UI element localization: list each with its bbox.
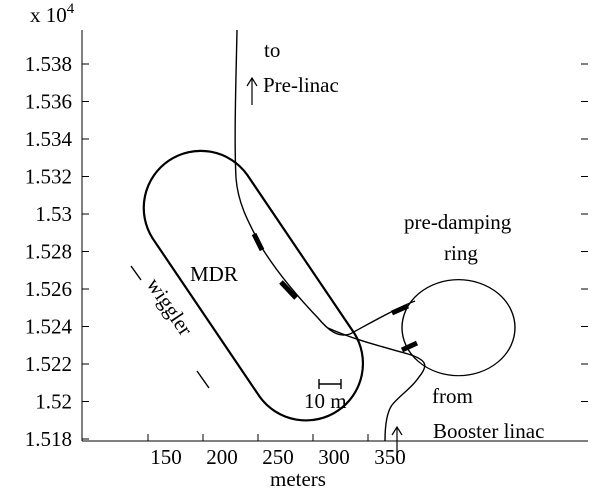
label-pre-linac: Pre-linac (263, 73, 339, 97)
magnet-segments (251, 232, 419, 353)
label-scale: 10 m (304, 389, 347, 413)
y-tick-label: 1.522 (25, 352, 72, 376)
magnet-segment (279, 280, 298, 300)
pre-damping-ring (401, 279, 516, 377)
label-pre-damping: pre-damping (404, 210, 512, 234)
arrow-up-icon (246, 76, 258, 105)
magnet-segment (390, 303, 410, 316)
mdr-ring (142, 149, 365, 422)
scale-bar (318, 379, 342, 389)
wiggler-marker (130, 265, 210, 389)
y-tick-label: 1.534 (25, 127, 73, 151)
x-tick-label: 200 (206, 445, 238, 469)
x-axis-label: meters (270, 467, 326, 491)
label-ring: ring (444, 241, 478, 265)
beamline-to-pre-linac (234, 29, 411, 336)
y-tick-label: 1.524 (25, 315, 73, 339)
label-booster-linac: Booster linac (433, 419, 544, 443)
y-tick-label: 1.536 (25, 90, 72, 114)
magnet-segment (400, 340, 419, 353)
x-tick-label: 250 (262, 445, 294, 469)
x-tick-labels: 150 200 250 300 350 (150, 445, 406, 469)
arrow-up-icon (391, 425, 403, 455)
label-to: to (264, 38, 280, 62)
y-tick-label: 1.518 (25, 427, 72, 451)
y-ticks (82, 63, 588, 440)
y-tick-label: 1.52 (35, 390, 72, 414)
y-tick-label: 1.53 (35, 202, 72, 226)
magnet-segment (251, 232, 265, 252)
beamline-from-booster (327, 327, 426, 442)
label-from: from (432, 384, 473, 408)
y-exponent-label: x 104 (30, 1, 75, 27)
x-tick-label: 300 (318, 445, 350, 469)
y-tick-label: 1.526 (25, 277, 72, 301)
x-tick-label: 150 (150, 445, 182, 469)
x-ticks (147, 434, 369, 441)
y-tick-labels: 1.538 1.536 1.534 1.532 1.53 1.528 1.526… (25, 52, 73, 451)
axes-frame (81, 30, 588, 442)
y-tick-label: 1.528 (25, 240, 72, 264)
y-tick-label: 1.532 (25, 165, 72, 189)
x-tick-label: 350 (374, 445, 406, 469)
arrows (246, 76, 403, 455)
y-tick-label: 1.538 (25, 52, 72, 76)
label-mdr: MDR (190, 262, 238, 286)
